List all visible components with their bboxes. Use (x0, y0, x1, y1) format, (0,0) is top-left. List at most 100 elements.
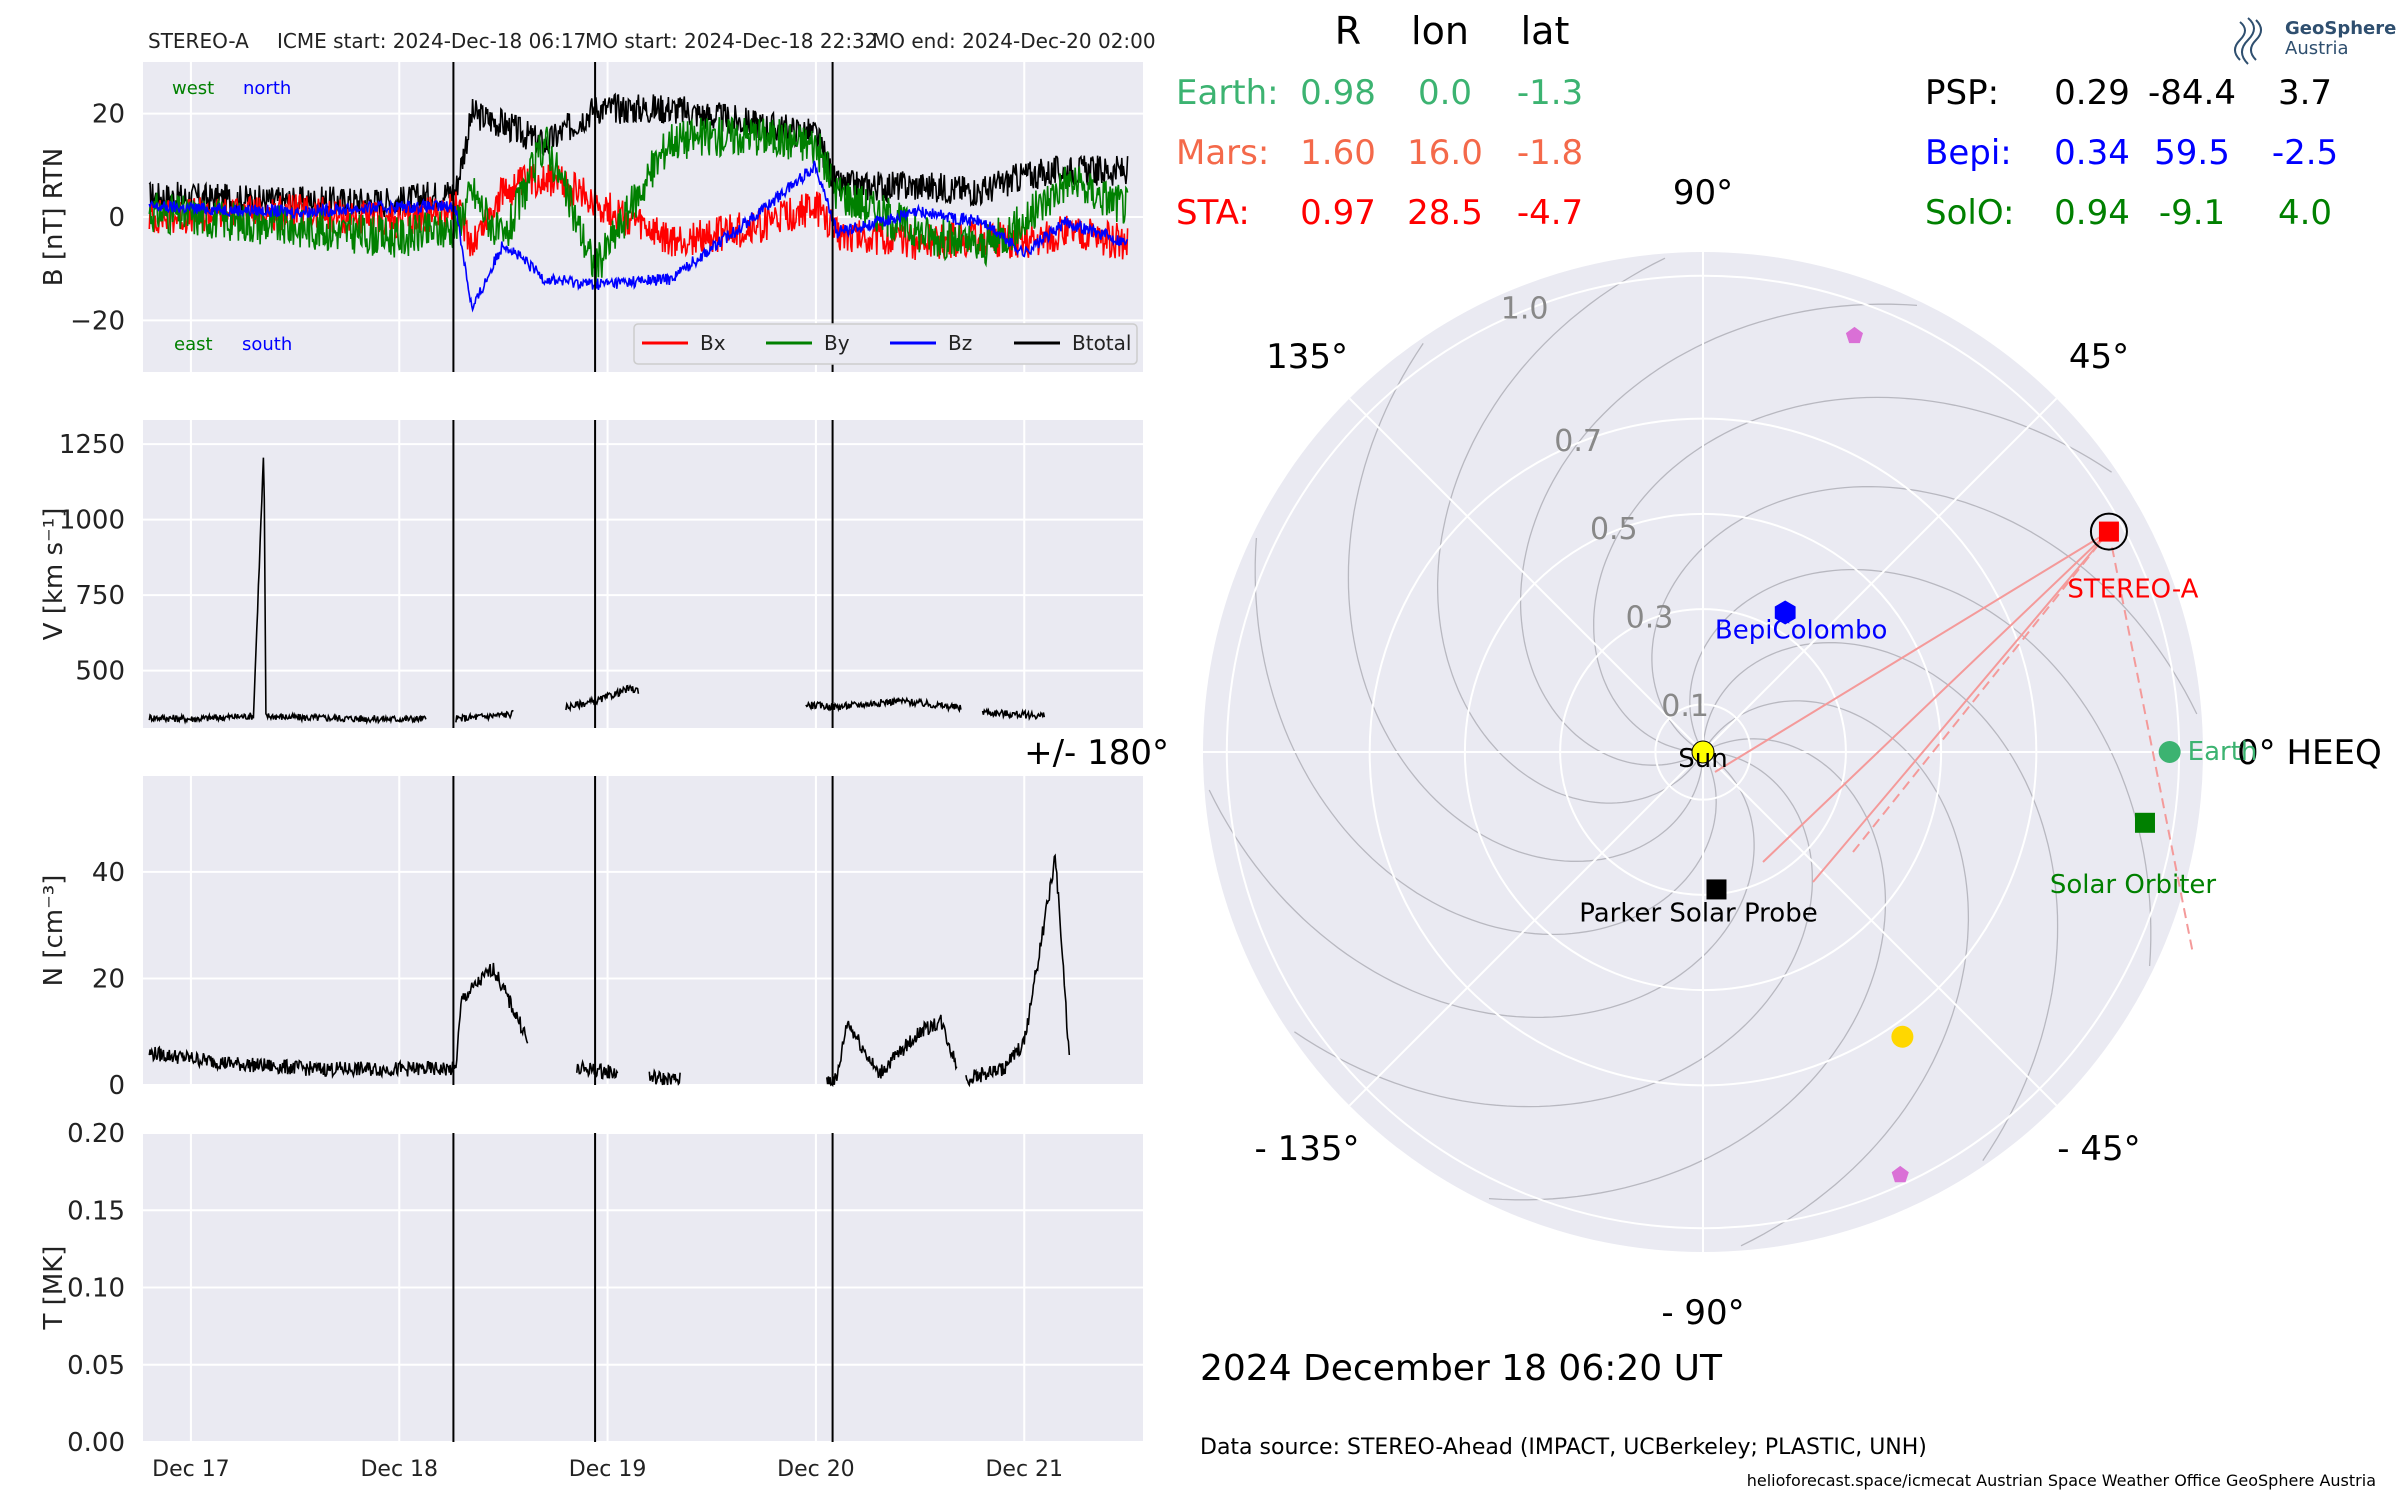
spacecraft-label: Sun (1678, 744, 1727, 774)
x-tick-label: Dec 17 (152, 1457, 230, 1482)
legend-label: Btotal (1072, 331, 1131, 355)
mo-start-label: MO start: 2024-Dec-18 22:32 (585, 29, 878, 53)
parker-spiral-line (1702, 642, 2059, 1161)
series-line-N (148, 962, 529, 1079)
icme-start-label: ICME start: 2024-Dec-18 06:17 (277, 29, 586, 53)
temperature-panel: 0.20 0.15 0.10 0.05 0.00 T [MK] (39, 1119, 1143, 1458)
parker-spiral-line (1651, 485, 2198, 753)
legend-label: Bx (700, 331, 726, 355)
parker-spiral-line (1254, 537, 1717, 936)
series-line-By (148, 116, 1129, 286)
data-source: Data source: STEREO-Ahead (IMPACT, UCBer… (1200, 1435, 1927, 1460)
radial-tick-label: 0.7 (1554, 424, 1602, 459)
table-row-lon: 0.0 (1418, 73, 1472, 113)
table-row-r: 1.60 (1300, 133, 1376, 173)
footer-credits: helioforecast.space/icmecat Austrian Spa… (1747, 1471, 2376, 1490)
angle-label: - 135° (1255, 1129, 1360, 1169)
planet-marker (1891, 1165, 1909, 1183)
spacecraft-label: Parker Solar Probe (1579, 898, 1817, 928)
spacecraft-label: STEREO-A (2067, 575, 2198, 605)
sta-link-line (1812, 530, 2110, 883)
y-tick-label: 1000 (59, 506, 125, 536)
density-panel: 40 20 0 N [cm⁻³] (39, 776, 1143, 1101)
spacecraft-marker (2158, 741, 2181, 763)
parker-spiral-line (1347, 343, 1704, 862)
logo-subtext: Austria (2285, 38, 2349, 59)
magnetic-field-panel: 20 0 −20B [nT] RTN west north east south Bx By Bz… (39, 62, 1143, 372)
angle-label: - 45° (2057, 1129, 2140, 1169)
y-tick-label: 20 (92, 964, 125, 994)
spacecraft-name: STEREO-A (148, 29, 249, 53)
direction-label-north: north (243, 78, 291, 99)
parker-spiral-line (1436, 257, 1704, 804)
x-tick-label: Dec 19 (569, 1457, 647, 1482)
table-row-lon: 28.5 (1407, 193, 1483, 233)
x-tick-label: Dec 18 (360, 1457, 438, 1482)
angle-label: 0° HEEQ (2237, 733, 2382, 773)
header-lat: lat (1521, 9, 1570, 53)
series-line-V (565, 684, 640, 713)
table-row-r: 0.98 (1300, 73, 1376, 113)
spacecraft-marker (1706, 879, 1727, 900)
logo-text: GeoSphere (2285, 18, 2396, 39)
y-tick-label: 500 (75, 657, 125, 687)
parker-spiral-line (1702, 700, 1970, 1247)
spacecraft-marker (1774, 600, 1796, 625)
y-tick-label: 0 (108, 1071, 125, 1101)
radial-tick-label: 1.0 (1501, 291, 1549, 326)
table-row-lat: -1.3 (1517, 73, 1583, 113)
series-line-N (576, 1058, 619, 1080)
radial-gridline (1368, 417, 2038, 1087)
panel-background (143, 776, 1143, 1085)
table-row-lon: 59.5 (2154, 133, 2230, 173)
sta-highlight-ring (2089, 512, 2128, 551)
spacecraft-label: BepiColombo (1715, 615, 1888, 645)
legend-label: By (824, 331, 850, 355)
series-line-N (826, 1014, 958, 1088)
series-line-V (148, 457, 427, 725)
planet-marker (1891, 1025, 1914, 1048)
table-row-lon: -84.4 (2148, 73, 2236, 113)
angle-label: 135° (1266, 337, 1348, 377)
table-row-name: SolO: (1925, 193, 2014, 233)
sta-link-dashed (2107, 531, 2194, 954)
table-row-lat: -1.8 (1517, 133, 1583, 173)
plot-datetime: 2024 December 18 06:20 UT (1200, 1348, 1723, 1389)
series-line-N (965, 853, 1071, 1088)
sun-marker (1691, 740, 1715, 764)
mo-end-label: MO end: 2024-Dec-20 02:00 (872, 29, 1156, 53)
position-table: Earth: 0.98 0.0 -1.3 Mars: 1.60 16.0 -1.8 STA: 0.… (1176, 73, 2338, 233)
y-tick-label: 1250 (59, 430, 125, 460)
y-axis-label: V [km s⁻¹] (39, 508, 69, 641)
table-row-name: Bepi: (1925, 133, 2012, 173)
table-row-name: Earth: (1176, 73, 1279, 113)
position-table-headers: R lon lat (1335, 9, 1570, 53)
table-row-lat: -2.5 (2272, 133, 2338, 173)
series-line-V (455, 709, 514, 723)
series-line-Bz (148, 160, 1129, 313)
y-tick-label: 20 (92, 100, 125, 130)
y-tick-label: 0 (108, 203, 125, 233)
x-tick-label: Dec 20 (777, 1457, 855, 1482)
spacecraft-marker (2098, 521, 2119, 542)
table-row-r: 0.97 (1300, 193, 1376, 233)
geosphere-logo: GeoSphere Austria (2234, 17, 2396, 65)
radial-tick-label: 0.3 (1626, 601, 1674, 636)
parker-spiral-line (1208, 751, 1755, 1019)
direction-label-east: east (174, 334, 213, 355)
angle-gridline (1348, 397, 1704, 753)
spacecraft-marker (2134, 812, 2155, 833)
legend-box (633, 323, 1138, 365)
sta-link-line (1714, 530, 2110, 773)
logo-swirl-icon (2234, 17, 2262, 65)
parker-spirals (1208, 257, 2198, 1247)
table-row-lat: -4.7 (1517, 193, 1583, 233)
direction-label-south: south (242, 334, 292, 355)
legend-label: Bz (948, 331, 972, 355)
radial-tick-label: 0.1 (1661, 689, 1709, 724)
spacecraft-label: Solar Orbiter (2050, 870, 2217, 900)
table-row-lon: -9.1 (2159, 193, 2225, 233)
y-tick-label: 0.05 (67, 1351, 125, 1381)
parker-spiral-line (1294, 751, 1813, 1108)
header-lon: lon (1411, 9, 1469, 53)
